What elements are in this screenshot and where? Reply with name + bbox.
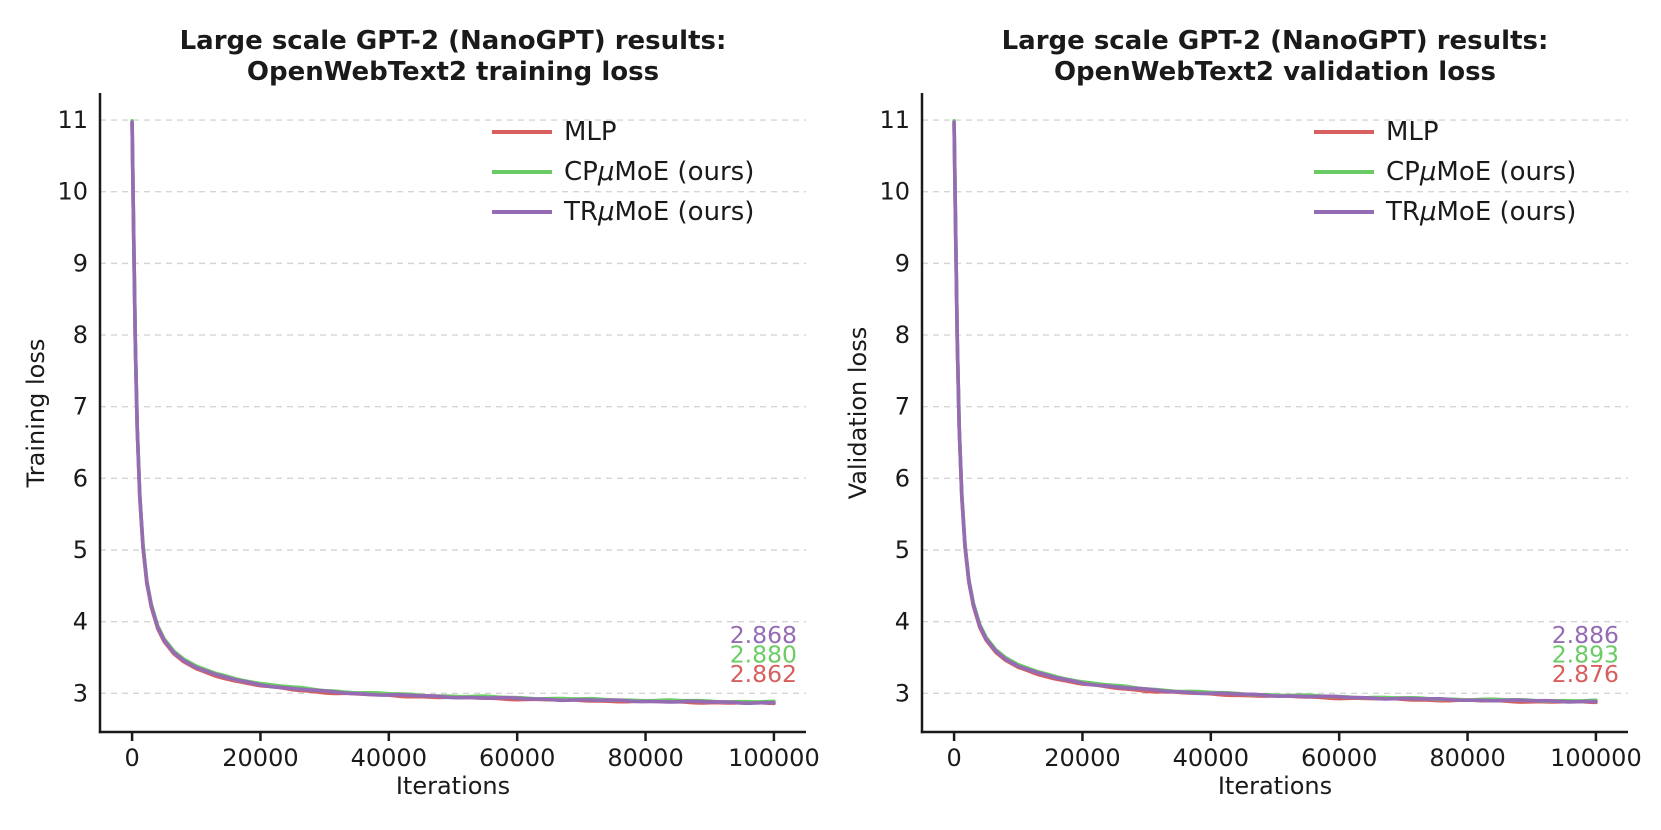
final-loss-annotation: 2.868 [730, 621, 797, 649]
final-loss-annotation: 2.893 [1552, 641, 1619, 669]
y-tick-label: 3 [895, 679, 910, 707]
final-loss-annotation: 2.880 [730, 641, 797, 669]
x-tick-label: 80000 [607, 744, 683, 772]
x-tick-label: 40000 [1173, 744, 1249, 772]
y-tick-label: 3 [73, 679, 88, 707]
y-tick-label: 6 [73, 464, 88, 492]
x-tick-label: 40000 [351, 744, 427, 772]
y-tick-label: 7 [895, 393, 910, 421]
x-tick-label: 0 [124, 744, 139, 772]
x-tick-label: 100000 [1550, 744, 1642, 772]
final-loss-annotation: 2.862 [730, 660, 797, 688]
x-tick-label: 20000 [222, 744, 298, 772]
y-tick-label: 5 [895, 536, 910, 564]
legend-label: TRμMoE (ours) [563, 197, 754, 227]
y-tick-label: 8 [73, 321, 88, 349]
x-tick-label: 100000 [728, 744, 820, 772]
x-tick-label: 80000 [1429, 744, 1505, 772]
x-tick-label: 0 [946, 744, 961, 772]
x-tick-label: 60000 [1301, 744, 1377, 772]
y-tick-label: 9 [895, 249, 910, 277]
y-tick-label: 4 [73, 608, 88, 636]
training-loss-chart: 0 20000 40000 60000 80000 100000 3 4 5 6 7 8 9 10 11 ML… [57, 93, 820, 772]
legend-label: TRμMoE (ours) [1385, 197, 1576, 227]
y-tick-label: 6 [895, 464, 910, 492]
legend-label: MLP [564, 117, 617, 147]
series-line-trmumoe [130, 120, 776, 705]
y-tick-label: 11 [57, 106, 88, 134]
final-loss-annotation: 2.876 [1552, 660, 1619, 688]
y-tick-label: 4 [895, 608, 910, 636]
y-tick-label: 10 [57, 178, 88, 206]
legend-label: CPμMoE (ours) [1386, 157, 1576, 187]
series-line-trmumoe [952, 120, 1598, 704]
y-tick-label: 7 [73, 393, 88, 421]
validation-loss-chart: 0 20000 40000 60000 80000 100000 3 4 5 6 7 8 9 10 11 ML… [879, 93, 1642, 772]
y-tick-label: 11 [879, 106, 910, 134]
legend-label: CPμMoE (ours) [564, 157, 754, 187]
y-tick-label: 5 [73, 536, 88, 564]
y-tick-label: 9 [73, 249, 88, 277]
x-tick-label: 60000 [479, 744, 555, 772]
legend-label: MLP [1386, 117, 1439, 147]
y-tick-label: 10 [879, 178, 910, 206]
x-tick-label: 20000 [1044, 744, 1120, 772]
final-loss-annotation: 2.886 [1552, 621, 1619, 649]
y-tick-label: 8 [895, 321, 910, 349]
